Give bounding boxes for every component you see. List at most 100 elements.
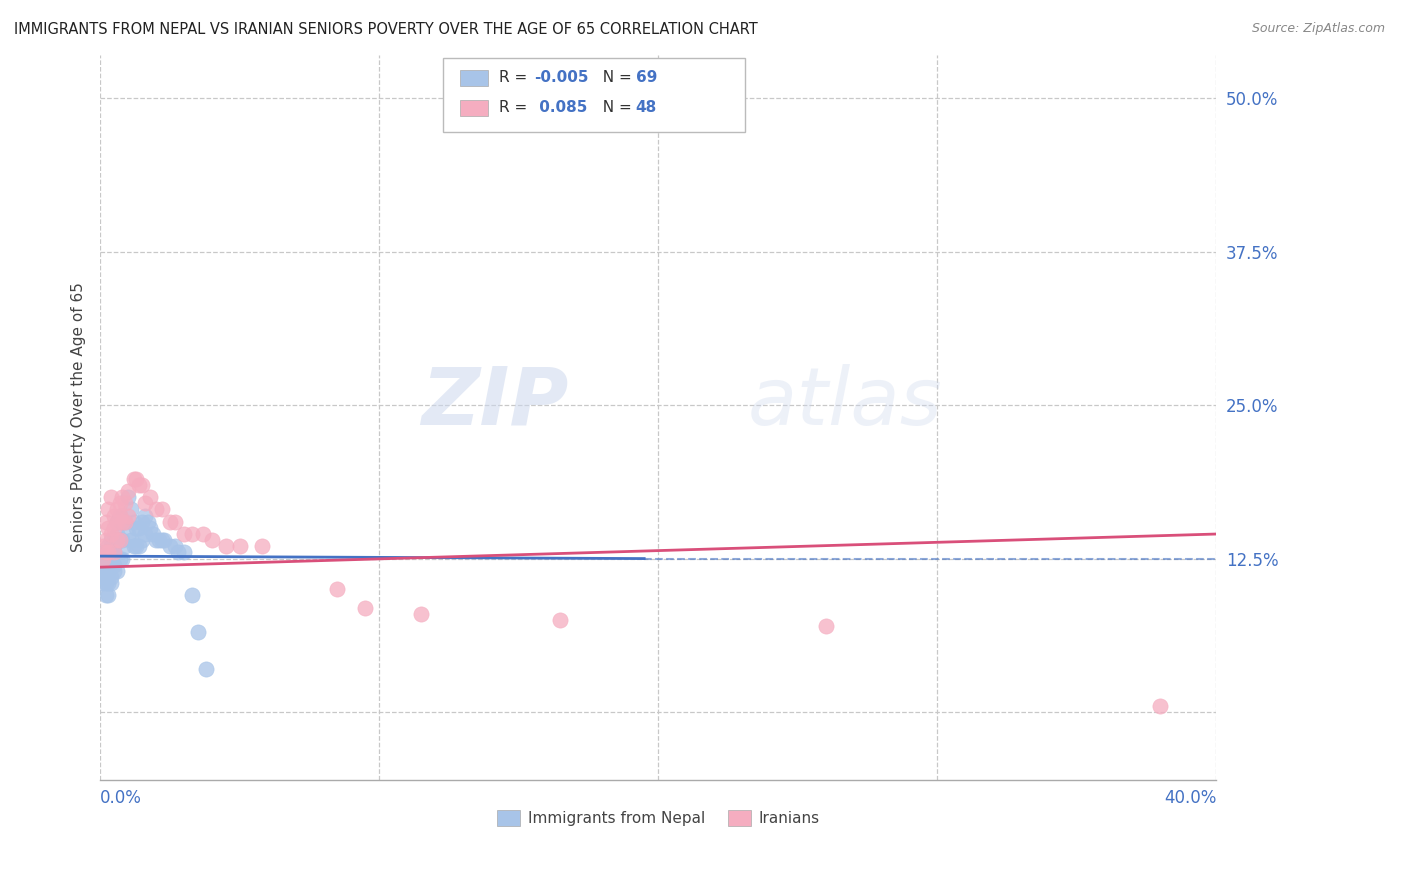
Text: 69: 69 (636, 70, 657, 85)
Point (125, 521, 148, 535)
Point (128, 521, 150, 535)
Point (94, 545, 117, 559)
Point (97, 551, 120, 566)
Point (108, 508, 131, 523)
Point (409, 607, 432, 621)
Point (215, 539, 238, 553)
Text: -0.005: -0.005 (534, 70, 589, 85)
Point (134, 508, 156, 523)
Point (326, 582, 349, 597)
Text: ZIP: ZIP (422, 364, 569, 442)
Point (91, 551, 114, 566)
Point (91, 539, 114, 553)
Point (122, 472, 145, 486)
Point (125, 472, 148, 486)
Point (91, 564, 114, 578)
Point (139, 490, 162, 504)
Point (103, 508, 125, 523)
Point (111, 533, 134, 548)
Point (97, 521, 120, 535)
Text: 40.0%: 40.0% (1164, 789, 1216, 807)
Point (108, 508, 131, 523)
Point (94, 589, 117, 603)
Point (173, 545, 195, 559)
Point (131, 533, 153, 548)
Point (117, 508, 139, 523)
Point (114, 539, 136, 553)
Point (100, 490, 122, 504)
Point (117, 484, 139, 499)
Point (150, 533, 173, 548)
Point (97, 558, 120, 572)
Point (111, 515, 134, 529)
Text: 0.0%: 0.0% (100, 789, 142, 807)
Point (91, 570, 114, 584)
Point (105, 515, 128, 529)
Text: Source: ZipAtlas.com: Source: ZipAtlas.com (1251, 22, 1385, 36)
Point (103, 564, 125, 578)
Point (187, 625, 209, 640)
Point (120, 533, 142, 548)
Point (173, 527, 195, 541)
Point (97, 545, 120, 559)
Point (128, 478, 150, 492)
Point (142, 527, 165, 541)
Point (94, 558, 117, 572)
Text: R =: R = (499, 101, 533, 115)
Point (145, 502, 167, 516)
Point (97, 564, 120, 578)
Point (100, 533, 122, 548)
Point (814, 619, 837, 633)
Point (201, 533, 224, 548)
Point (139, 521, 162, 535)
Point (159, 515, 181, 529)
Point (131, 515, 153, 529)
Point (167, 545, 190, 559)
Text: atlas: atlas (748, 364, 942, 442)
Point (114, 496, 136, 510)
Point (105, 564, 128, 578)
Point (100, 576, 122, 591)
Point (103, 558, 125, 572)
Point (103, 545, 125, 559)
Point (94, 564, 117, 578)
Point (105, 533, 128, 548)
Point (128, 539, 150, 553)
Point (125, 539, 148, 553)
Point (181, 589, 204, 603)
Point (114, 515, 136, 529)
Point (94, 545, 117, 559)
Point (165, 539, 187, 553)
Text: N =: N = (593, 101, 637, 115)
Point (195, 662, 218, 676)
Point (100, 539, 122, 553)
Point (117, 490, 139, 504)
Point (100, 527, 122, 541)
Point (150, 502, 173, 516)
Point (97, 576, 120, 591)
Point (250, 539, 273, 553)
Point (94, 576, 117, 591)
Text: IMMIGRANTS FROM NEPAL VS IRANIAN SENIORS POVERTY OVER THE AGE OF 65 CORRELATION : IMMIGRANTS FROM NEPAL VS IRANIAN SENIORS… (14, 22, 758, 37)
Point (94, 570, 117, 584)
Point (131, 478, 153, 492)
Point (1149, 698, 1171, 713)
Point (108, 533, 131, 548)
Point (120, 502, 142, 516)
Point (153, 533, 176, 548)
Point (111, 490, 134, 504)
Point (103, 539, 125, 553)
Point (122, 515, 145, 529)
Point (94, 515, 117, 529)
Point (100, 558, 122, 572)
Point (117, 527, 139, 541)
Point (91, 558, 114, 572)
Point (159, 539, 181, 553)
Point (94, 533, 117, 548)
Point (97, 539, 120, 553)
Point (105, 527, 128, 541)
Point (97, 502, 120, 516)
Text: N =: N = (593, 70, 637, 85)
Point (165, 515, 187, 529)
Point (94, 551, 117, 566)
